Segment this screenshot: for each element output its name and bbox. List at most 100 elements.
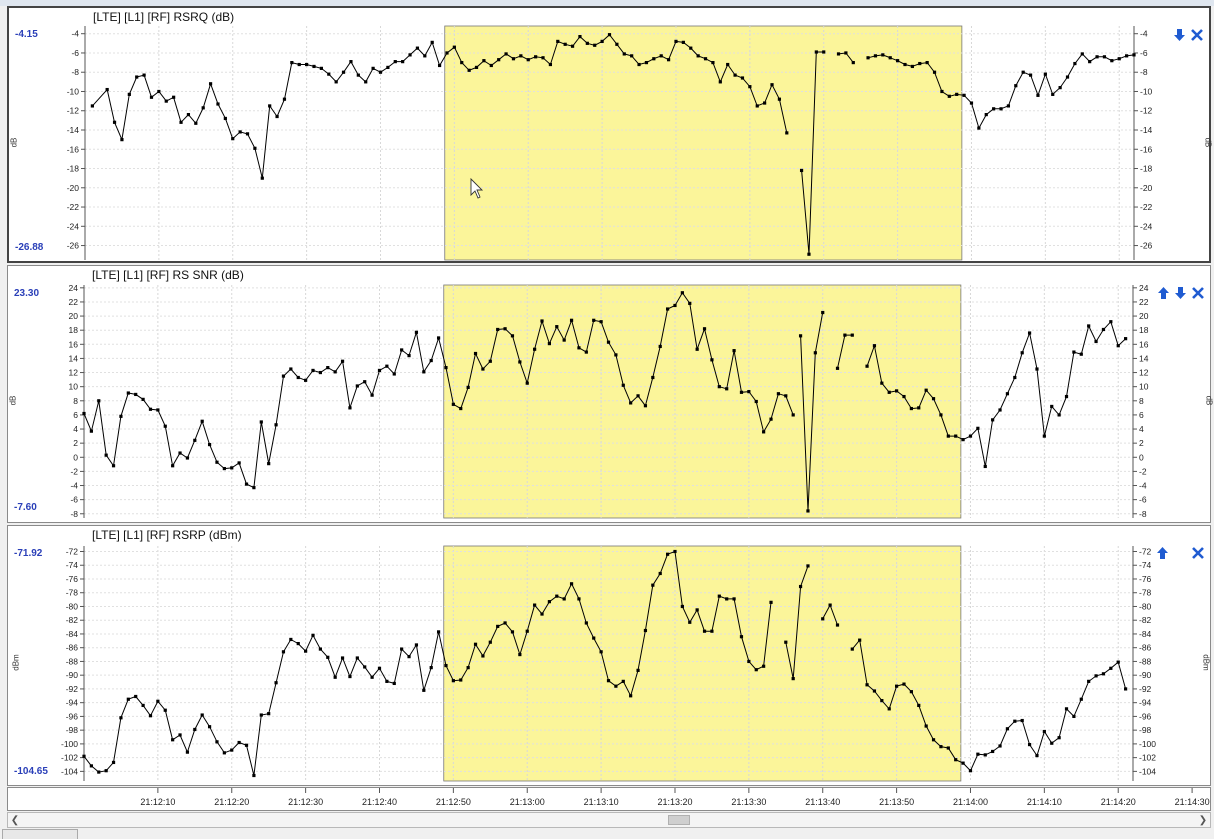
y-tick-label-right: -76 bbox=[1139, 574, 1152, 584]
y-tick-label-right: 4 bbox=[1139, 424, 1144, 434]
data-point bbox=[1116, 344, 1120, 348]
rsrq-chart-plot[interactable]: -4 -4 -6 -6 -8 -8 -10 -10 -12 -12 -14 -14 -16 -16 -18 -… bbox=[9, 8, 1213, 265]
data-point bbox=[777, 97, 782, 101]
data-point bbox=[430, 40, 434, 44]
data-point bbox=[1079, 352, 1083, 356]
data-point bbox=[1124, 687, 1128, 691]
data-point bbox=[726, 62, 730, 67]
data-point bbox=[976, 752, 980, 756]
y-tick-label-right: 22 bbox=[1139, 297, 1149, 307]
rs-snr-chart-panel[interactable]: 24 24 22 22 20 20 18 18 16 16 14 14 12 12 10 10 8 8 6 6 4 4 2 2… bbox=[7, 265, 1214, 524]
selection-band[interactable] bbox=[443, 545, 962, 782]
move-down-button[interactable] bbox=[1174, 286, 1187, 300]
data-point bbox=[489, 63, 493, 68]
x-tick-label: 21:14:20 bbox=[1101, 797, 1136, 807]
data-point bbox=[127, 92, 131, 96]
chart-title: [LTE] [L1] [RF] RSRQ (dB) bbox=[93, 10, 235, 24]
data-point bbox=[436, 336, 441, 340]
y-tick-label-left: 6 bbox=[73, 410, 78, 420]
scroll-right-button[interactable]: ❯ bbox=[1196, 813, 1210, 827]
data-point bbox=[311, 633, 315, 637]
data-point bbox=[747, 390, 751, 394]
data-point bbox=[828, 603, 832, 607]
y-tick-label-right: -92 bbox=[1139, 684, 1152, 694]
data-point bbox=[141, 397, 145, 401]
data-point bbox=[400, 348, 404, 352]
data-point bbox=[621, 383, 625, 387]
horizontal-scrollbar[interactable]: ❮ ❯ bbox=[7, 812, 1211, 828]
x-tick-label: 21:13:30 bbox=[731, 797, 766, 807]
data-point bbox=[643, 404, 648, 408]
rsrp-chart-plot[interactable]: -72 -72 -74 -74 -76 -76 -78 -78 -80 -80 -82 -82 -84 -… bbox=[8, 526, 1212, 787]
data-point bbox=[1072, 714, 1076, 719]
data-point bbox=[740, 76, 745, 80]
close-panel-button[interactable] bbox=[1190, 28, 1203, 42]
data-point bbox=[636, 394, 640, 398]
y-tick-label-right: 14 bbox=[1139, 353, 1149, 363]
data-point bbox=[600, 39, 604, 44]
data-point bbox=[717, 385, 721, 389]
move-up-button[interactable] bbox=[1156, 546, 1169, 560]
data-point bbox=[702, 327, 707, 331]
data-point bbox=[785, 131, 789, 135]
data-point bbox=[710, 629, 714, 633]
data-point bbox=[807, 252, 811, 256]
data-point bbox=[200, 713, 204, 717]
data-point bbox=[386, 65, 390, 70]
data-point bbox=[806, 564, 810, 568]
data-point bbox=[482, 59, 486, 63]
data-point bbox=[895, 389, 899, 393]
data-point bbox=[237, 461, 241, 465]
data-point bbox=[673, 549, 677, 554]
move-down-button[interactable] bbox=[1173, 28, 1186, 42]
y-tick-label-right: -2 bbox=[1139, 466, 1147, 476]
chevron-right-icon: ❯ bbox=[1198, 814, 1208, 826]
close-panel-button[interactable] bbox=[1191, 286, 1204, 300]
data-point bbox=[1051, 92, 1055, 96]
data-point bbox=[222, 466, 226, 471]
bottom-tab[interactable] bbox=[2, 829, 78, 839]
data-point bbox=[563, 42, 567, 46]
y-tick-label-left: -16 bbox=[67, 144, 80, 154]
data-point bbox=[318, 370, 322, 375]
data-point bbox=[865, 364, 869, 368]
y-tick-label-left: 2 bbox=[73, 438, 78, 448]
selection-band[interactable] bbox=[443, 284, 962, 519]
data-point bbox=[614, 684, 618, 688]
data-point bbox=[311, 368, 315, 373]
y-tick-label-right: -88 bbox=[1139, 656, 1152, 666]
data-point bbox=[1036, 93, 1040, 97]
rsrq-chart-panel[interactable]: -4 -4 -6 -6 -8 -8 -10 -10 -12 -12 -14 -14 -16 -16 -18 -… bbox=[7, 6, 1213, 265]
scroll-left-button[interactable]: ❮ bbox=[8, 813, 22, 827]
data-point bbox=[97, 399, 101, 403]
data-point bbox=[769, 417, 773, 421]
data-point bbox=[1058, 86, 1062, 90]
data-point bbox=[946, 746, 950, 750]
move-up-button[interactable] bbox=[1157, 286, 1170, 300]
scroll-thumb[interactable] bbox=[668, 815, 690, 825]
y-tick-label-left: 0 bbox=[73, 452, 78, 462]
data-point bbox=[1050, 404, 1054, 409]
data-point bbox=[1132, 53, 1136, 57]
y-tick-label-left: -26 bbox=[67, 241, 80, 251]
data-point bbox=[163, 708, 167, 712]
y-tick-label-left: 22 bbox=[69, 297, 79, 307]
data-point bbox=[407, 354, 411, 358]
selection-band[interactable] bbox=[444, 25, 963, 261]
y-tick-label-right: -16 bbox=[1140, 144, 1153, 154]
y-tick-label-left: 4 bbox=[73, 424, 78, 434]
data-point bbox=[674, 39, 678, 44]
data-point bbox=[999, 107, 1003, 111]
rsrp-chart-panel[interactable]: -72 -72 -74 -74 -76 -76 -78 -78 -80 -80 -82 -82 -84 -… bbox=[7, 525, 1211, 786]
data-point bbox=[267, 712, 271, 716]
data-point bbox=[695, 347, 699, 351]
y-tick-label-left: -86 bbox=[66, 643, 79, 653]
close-panel-button[interactable] bbox=[1191, 546, 1204, 560]
y-tick-label-left: -2 bbox=[70, 466, 78, 476]
data-point bbox=[393, 60, 397, 64]
data-point bbox=[918, 61, 922, 66]
close-icon bbox=[1191, 547, 1204, 559]
data-point bbox=[377, 368, 382, 373]
y-tick-label-left: -72 bbox=[66, 546, 79, 556]
